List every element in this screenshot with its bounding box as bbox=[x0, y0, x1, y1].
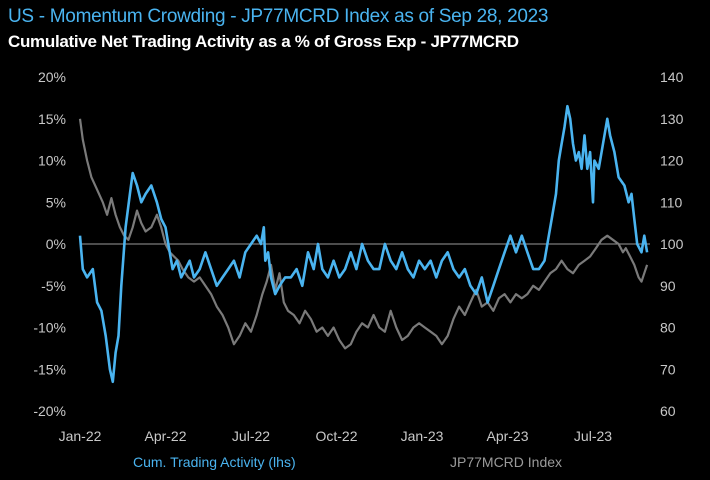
x-axis-tick-label: Jan-22 bbox=[59, 428, 102, 444]
series-line-cum-trading-activity bbox=[78, 104, 649, 384]
right-axis-tick-label: 100 bbox=[660, 236, 684, 252]
left-axis: -20% -15% -10% -5% 0% 5% 10% 15% 20% bbox=[33, 69, 66, 419]
x-axis-tick-label: Apr-23 bbox=[486, 428, 528, 444]
left-axis-tick-label: -5% bbox=[41, 278, 66, 294]
series-layer bbox=[78, 104, 649, 384]
legend-entry-jp77mcrd-index: JP77MCRD Index bbox=[450, 454, 562, 470]
legend: Cum. Trading Activity (lhs) JP77MCRD Ind… bbox=[133, 454, 562, 470]
legend-entry-cum-trading-activity: Cum. Trading Activity (lhs) bbox=[133, 454, 296, 470]
x-axis-tick-label: Jul-23 bbox=[574, 428, 612, 444]
left-axis-tick-label: 10% bbox=[38, 153, 66, 169]
left-axis-tick-label: -10% bbox=[33, 320, 66, 336]
right-axis-tick-label: 110 bbox=[660, 194, 683, 210]
left-axis-tick-label: -20% bbox=[33, 403, 66, 419]
left-axis-tick-label: 15% bbox=[38, 111, 66, 127]
x-axis: Jan-22 Apr-22 Jul-22 Oct-22 Jan-23 Apr-23 Jul-… bbox=[59, 428, 613, 444]
x-axis-tick-label: Jul-22 bbox=[232, 428, 270, 444]
series-line-jp77mcrd-index bbox=[78, 118, 649, 350]
left-axis-tick-label: 20% bbox=[38, 69, 66, 85]
left-axis-tick-label: 0% bbox=[46, 236, 66, 252]
chart-subtitle: Cumulative Net Trading Activity as a % o… bbox=[8, 32, 519, 51]
left-axis-tick-label: 5% bbox=[46, 194, 66, 210]
right-axis-tick-label: 90 bbox=[660, 278, 676, 294]
right-axis-tick-label: 130 bbox=[660, 111, 684, 127]
right-axis-tick-label: 60 bbox=[660, 403, 676, 419]
right-axis: 60 70 80 90 100 110 120 130 140 bbox=[660, 69, 684, 419]
x-axis-tick-label: Oct-22 bbox=[315, 428, 357, 444]
chart-title: US - Momentum Crowding - JP77MCRD Index … bbox=[8, 6, 549, 27]
right-axis-tick-label: 70 bbox=[660, 361, 676, 377]
right-axis-tick-label: 140 bbox=[660, 69, 684, 85]
right-axis-tick-label: 120 bbox=[660, 153, 684, 169]
x-axis-tick-label: Apr-22 bbox=[144, 428, 186, 444]
left-axis-tick-label: -15% bbox=[33, 361, 66, 377]
right-axis-tick-label: 80 bbox=[660, 320, 676, 336]
x-axis-tick-label: Jan-23 bbox=[401, 428, 444, 444]
